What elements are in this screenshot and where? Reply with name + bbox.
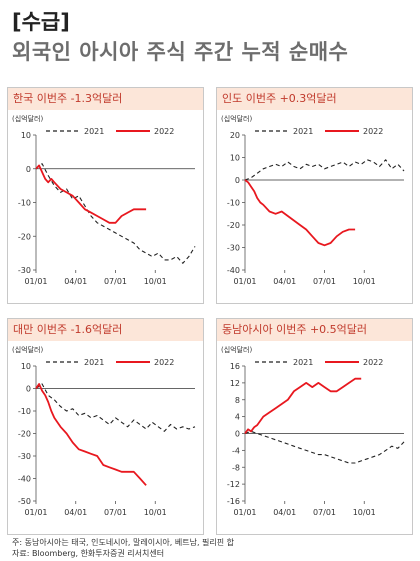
x-tick-label: 04/01 — [273, 508, 296, 517]
unit-label: (십억달러) — [12, 345, 43, 354]
y-tick-label: 0 — [235, 430, 240, 439]
y-tick-label: -30 — [227, 244, 240, 253]
chart-panel-korea: 한국 이번주 -1.3억달러 (십억달러) 2021 2022 10 0 -10 -20 -3… — [7, 87, 204, 304]
y-tick-label: -12 — [227, 480, 240, 489]
y-tick-label: -30 — [18, 266, 31, 275]
chart-panel-india: 인도 이번주 +0.3억달러 (십억달러) 2021 2022 20 10 0 -10 -20… — [216, 87, 413, 304]
series-line-2021 — [244, 159, 405, 181]
chart-taiwan: (십억달러) 2021 2022 10 0 -10 -20 -30 -40 -50 01/01 04/… — [12, 345, 196, 517]
unit-label: (십억달러) — [12, 114, 43, 123]
y-tick-label: 0 — [26, 165, 31, 174]
y-tick-label: -50 — [18, 497, 31, 506]
footnote: 주: 동남아시아는 태국, 인도네시아, 말레이시아, 베트남, 필리핀 합 — [12, 538, 235, 547]
section-tag: [수급] — [12, 10, 70, 34]
y-tick-label: 8 — [235, 396, 240, 405]
legend-label-2021: 2021 — [84, 127, 104, 136]
series-line-2021 — [35, 383, 196, 432]
y-tick-label: -40 — [227, 266, 240, 275]
unit-label: (십억달러) — [221, 345, 252, 354]
series-line-2022 — [35, 383, 147, 486]
chart-title: 대만 이번주 -1.6억달러 — [8, 319, 203, 341]
y-tick-label: 10 — [230, 154, 240, 163]
page-title: 외국인 아시아 주식 주간 누적 순매수 — [12, 40, 349, 64]
chart-panel-southeast-asia: 동남아시아 이번주 +0.5억달러 (십억달러) 2021 2022 16 12 8 4 0 -… — [216, 318, 413, 535]
y-tick-label: 10 — [21, 131, 31, 140]
y-tick-label: -4 — [232, 446, 240, 455]
y-tick-label: -10 — [227, 199, 240, 208]
chart-title: 인도 이번주 +0.3억달러 — [217, 88, 412, 110]
y-tick-label: -40 — [18, 475, 31, 484]
series-line-2022 — [244, 377, 362, 435]
y-tick-label: -20 — [18, 232, 31, 241]
legend-label-2022: 2022 — [154, 358, 174, 367]
y-tick-label: 0 — [26, 385, 31, 394]
y-tick-label: -10 — [18, 407, 31, 416]
legend-label-2021: 2021 — [84, 358, 104, 367]
y-tick-label: -20 — [18, 430, 31, 439]
x-tick-label: 01/01 — [24, 277, 47, 286]
x-tick-label: 04/01 — [64, 508, 87, 517]
y-tick-label: 12 — [230, 379, 240, 388]
legend-label-2022: 2022 — [363, 127, 383, 136]
chart-panel-taiwan: 대만 이번주 -1.6억달러 (십억달러) 2021 2022 10 0 -10 -20 -3… — [7, 318, 204, 535]
series-line-2021 — [244, 430, 405, 464]
source-note: 자료: Bloomberg, 한화투자증권 리서치센터 — [12, 549, 165, 558]
y-tick-label: 4 — [235, 413, 240, 422]
series-line-2022 — [244, 179, 356, 247]
x-tick-label: 01/01 — [233, 508, 256, 517]
unit-label: (십억달러) — [221, 114, 252, 123]
x-tick-label: 07/01 — [313, 277, 336, 286]
chart-title: 동남아시아 이번주 +0.5억달러 — [217, 319, 412, 341]
x-tick-label: 07/01 — [104, 277, 127, 286]
chart-india: (십억달러) 2021 2022 20 10 0 -10 -20 -30 -40 01/01 04/0… — [221, 114, 405, 286]
y-tick-label: -16 — [227, 497, 240, 506]
y-tick-label: 16 — [230, 362, 240, 371]
series-line-2022 — [35, 164, 147, 224]
legend-label-2022: 2022 — [154, 127, 174, 136]
y-tick-label: -8 — [232, 463, 240, 472]
x-tick-label: 01/01 — [233, 277, 256, 286]
y-tick-label: -30 — [18, 452, 31, 461]
x-tick-label: 04/01 — [273, 277, 296, 286]
x-tick-label: 10/01 — [144, 277, 167, 286]
x-tick-label: 10/01 — [353, 508, 376, 517]
x-tick-label: 10/01 — [353, 277, 376, 286]
chart-korea: (십억달러) 2021 2022 10 0 -10 -20 -30 01/01 04/01 07/0… — [12, 114, 196, 286]
y-tick-label: 10 — [21, 362, 31, 371]
y-tick-label: -10 — [18, 199, 31, 208]
y-tick-label: -20 — [227, 221, 240, 230]
x-tick-label: 10/01 — [144, 508, 167, 517]
legend-label-2021: 2021 — [293, 127, 313, 136]
x-tick-label: 07/01 — [313, 508, 336, 517]
y-tick-label: 20 — [230, 131, 240, 140]
x-tick-label: 04/01 — [64, 277, 87, 286]
legend-label-2021: 2021 — [293, 358, 313, 367]
legend-label-2022: 2022 — [363, 358, 383, 367]
chart-southeast-asia: (십억달러) 2021 2022 16 12 8 4 0 -4 -8 -12 -16 01/01 04/0… — [221, 345, 405, 517]
x-tick-label: 07/01 — [104, 508, 127, 517]
series-line-2021 — [35, 163, 196, 264]
y-tick-label: 0 — [235, 176, 240, 185]
chart-title: 한국 이번주 -1.3억달러 — [8, 88, 203, 110]
x-tick-label: 01/01 — [24, 508, 47, 517]
